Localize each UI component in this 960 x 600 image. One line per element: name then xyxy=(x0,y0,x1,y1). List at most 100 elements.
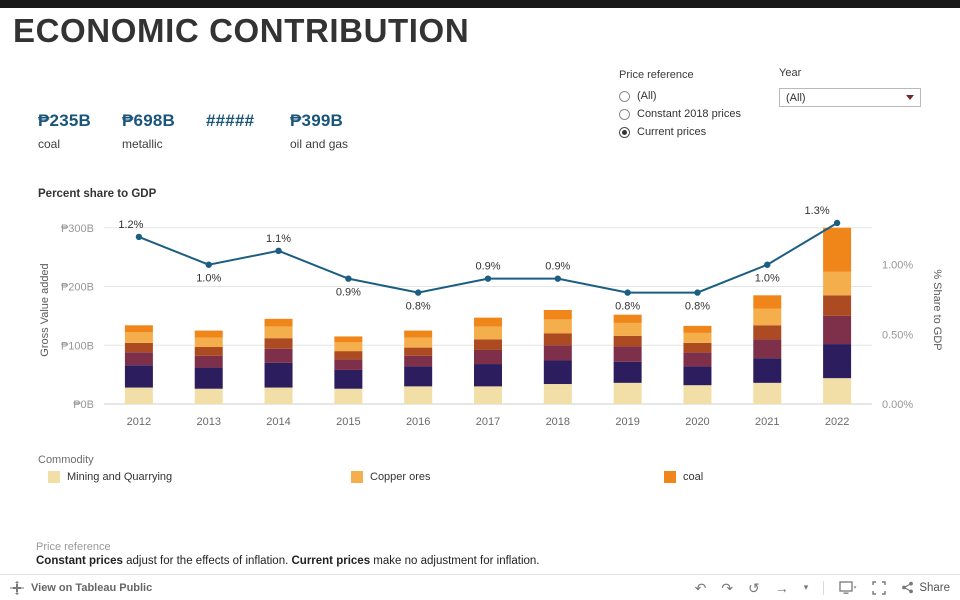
bar-segment[interactable] xyxy=(124,387,153,404)
bar-segment[interactable] xyxy=(823,295,852,316)
radio-option[interactable]: (All) xyxy=(619,90,789,102)
bar-segment[interactable] xyxy=(334,388,363,404)
bar-segment[interactable] xyxy=(194,347,223,356)
bar-segment[interactable] xyxy=(474,339,502,350)
bar-segment[interactable] xyxy=(334,336,363,343)
bar-segment[interactable] xyxy=(264,318,293,327)
fullscreen-icon[interactable] xyxy=(872,580,887,595)
bar-segment[interactable] xyxy=(474,386,502,404)
line-point[interactable] xyxy=(484,275,492,282)
legend-item[interactable]: coal xyxy=(664,471,703,483)
bar-segment[interactable] xyxy=(613,335,642,347)
bar-segment[interactable] xyxy=(683,352,712,367)
bar-segment[interactable] xyxy=(613,382,642,404)
line-point[interactable] xyxy=(833,219,841,227)
line-point[interactable] xyxy=(764,261,771,268)
bar-segment[interactable] xyxy=(613,361,642,383)
line-point[interactable] xyxy=(554,275,562,282)
bar-segment[interactable] xyxy=(194,388,223,404)
bar-segment[interactable] xyxy=(613,322,642,336)
bar-segment[interactable] xyxy=(543,384,572,404)
legend-item[interactable]: Copper ores xyxy=(351,471,431,483)
bar-segment[interactable] xyxy=(404,355,433,367)
bar-segment[interactable] xyxy=(404,337,433,348)
bar-segment[interactable] xyxy=(543,345,572,361)
bar-segment[interactable] xyxy=(474,317,502,327)
gdp-combo-chart[interactable]: ₱0B ₱100B ₱200B ₱300B 0.00% 0.50% 1.00% 2012 201… xyxy=(0,200,960,450)
display-options-icon[interactable] xyxy=(839,580,857,595)
bar-segment[interactable] xyxy=(753,382,782,404)
bar-segment[interactable] xyxy=(683,325,712,333)
bar-segment[interactable] xyxy=(823,378,852,404)
bar-segment[interactable] xyxy=(404,386,433,404)
kpi-card[interactable]: ##### xyxy=(206,111,264,151)
legend-item[interactable]: Mining and Quarrying xyxy=(48,471,172,483)
bar-segment[interactable] xyxy=(753,358,782,383)
line-point[interactable] xyxy=(135,233,143,241)
bar-segment[interactable] xyxy=(194,367,223,389)
kpi-card[interactable]: ₱399B oil and gas xyxy=(290,111,348,151)
view-on-tableau-link[interactable]: View on Tableau Public xyxy=(10,580,152,595)
bar-segment[interactable] xyxy=(543,319,572,334)
bar-segment[interactable] xyxy=(194,337,223,348)
bar-segment[interactable] xyxy=(264,362,293,388)
bar-segment[interactable] xyxy=(613,346,642,362)
line-point[interactable] xyxy=(345,275,352,282)
bar-segment[interactable] xyxy=(683,385,712,404)
bar-segment[interactable] xyxy=(264,326,293,339)
price-reference-options: (All) Constant 2018 prices Current prices xyxy=(619,90,789,138)
bar-segment[interactable] xyxy=(683,332,712,343)
line-point[interactable] xyxy=(624,289,631,296)
bar-segment[interactable] xyxy=(823,271,852,296)
replay-icon[interactable]: ↺ xyxy=(748,579,760,596)
bar-segment[interactable] xyxy=(543,310,572,320)
bar-segment[interactable] xyxy=(334,369,363,389)
bar-segment[interactable] xyxy=(194,330,223,338)
bar-segment[interactable] xyxy=(474,364,502,387)
bar-segment[interactable] xyxy=(753,308,782,326)
bar-segment[interactable] xyxy=(474,326,502,340)
bar-segment[interactable] xyxy=(543,360,572,385)
line-point[interactable] xyxy=(414,289,422,296)
year-dropdown[interactable]: (All) xyxy=(779,88,921,107)
bar-segment[interactable] xyxy=(404,330,433,338)
bar-segment[interactable] xyxy=(124,365,153,388)
bar-segment[interactable] xyxy=(334,359,363,370)
bar-segment[interactable] xyxy=(124,342,153,353)
bar-segment[interactable] xyxy=(753,325,782,340)
undo-icon[interactable]: ↶ xyxy=(694,579,707,596)
bar-segment[interactable] xyxy=(404,366,433,387)
bar-segment[interactable] xyxy=(124,352,153,366)
bar-segment[interactable] xyxy=(334,351,363,360)
gdp-share-line[interactable] xyxy=(138,222,838,294)
redo-icon[interactable]: ↷ xyxy=(721,579,734,596)
line-point[interactable] xyxy=(694,289,701,296)
kpi-card[interactable]: ₱235B coal xyxy=(38,111,96,151)
bar-segment[interactable] xyxy=(474,349,502,365)
share-button[interactable]: Share xyxy=(901,581,950,594)
bar-segment[interactable] xyxy=(683,342,712,353)
bar-segment[interactable] xyxy=(404,347,433,356)
bar-segment[interactable] xyxy=(753,295,782,309)
bar-segment[interactable] xyxy=(264,348,293,363)
kpi-card[interactable]: ₱698B metallic xyxy=(122,111,180,151)
bar-segment[interactable] xyxy=(543,333,572,346)
bar-segment[interactable] xyxy=(334,342,363,352)
radio-option[interactable]: Constant 2018 prices xyxy=(619,108,789,120)
bar-segment[interactable] xyxy=(683,366,712,386)
line-point[interactable] xyxy=(205,261,212,268)
bar-segment[interactable] xyxy=(124,325,153,333)
bar-segment[interactable] xyxy=(124,332,153,343)
bar-segment[interactable] xyxy=(823,344,852,379)
bar-segment[interactable] xyxy=(264,338,293,349)
bar-segment[interactable] xyxy=(823,227,852,272)
radio-option[interactable]: Current prices xyxy=(619,126,789,138)
bar-segment[interactable] xyxy=(264,387,293,404)
forward-icon[interactable]: → xyxy=(774,579,789,596)
bar-segment[interactable] xyxy=(613,314,642,323)
line-point[interactable] xyxy=(275,247,282,255)
bar-segment[interactable] xyxy=(194,355,223,368)
caret-down-icon[interactable]: ▾ xyxy=(803,582,809,592)
bar-segment[interactable] xyxy=(753,339,782,359)
bar-segment[interactable] xyxy=(823,315,852,345)
